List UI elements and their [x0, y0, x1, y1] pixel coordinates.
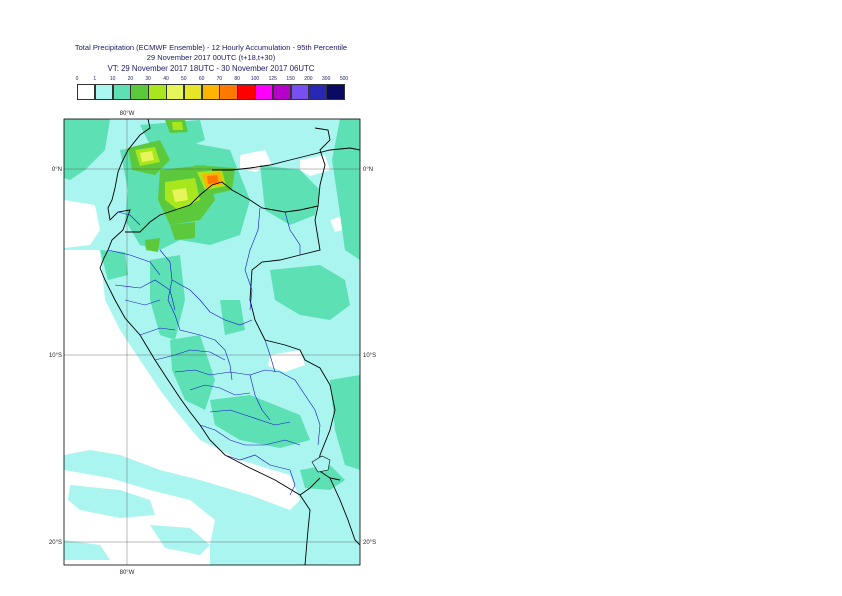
map-frame	[63, 118, 361, 566]
legend-label: 1	[93, 76, 97, 82]
legend-label: 10	[109, 76, 116, 82]
graticule	[64, 119, 360, 565]
precip-field	[64, 119, 360, 565]
lat-label: 0°N	[363, 167, 373, 173]
lon-label-bottom: 80°W	[120, 570, 135, 576]
lat-label: 10°S	[49, 353, 62, 359]
legend-label: 125	[268, 76, 277, 82]
legend-label: 70	[216, 76, 223, 82]
lon-label-top: 80°W	[120, 111, 135, 117]
legend-label: 30	[145, 76, 151, 82]
legend-swatch	[326, 84, 345, 100]
lake-titicaca	[311, 455, 331, 473]
legend-label: 80	[234, 76, 240, 82]
lat-label: 0°N	[52, 167, 62, 173]
region-borders	[107, 207, 321, 496]
legend-label: 50	[181, 76, 187, 82]
lat-label: 20°S	[363, 540, 376, 546]
legend-label: 40	[163, 76, 169, 82]
legend-label: 100	[250, 76, 260, 82]
legend-label: 200	[304, 76, 313, 82]
legend-label: 20	[127, 76, 134, 82]
legend-label: 0	[75, 76, 79, 82]
legend-label: 60	[198, 76, 205, 82]
legend-label: 300	[322, 76, 331, 82]
legend-label: 150	[286, 76, 295, 82]
legend-label: 500	[339, 76, 349, 82]
chart-title: Total Precipitation (ECMWF Ensemble) - 1…	[74, 43, 348, 52]
valid-time: VT: 29 November 2017 18UTC - 30 November…	[107, 64, 315, 73]
run-time: 29 November 2017 00UTC (t+18,t+30)	[146, 53, 276, 62]
lat-label: 20°S	[49, 540, 62, 546]
lat-label: 10°S	[363, 353, 376, 359]
country-borders	[99, 119, 360, 565]
lat-labels: 0°N 0°N 10°S 10°S 20°S 20°S	[49, 167, 376, 546]
